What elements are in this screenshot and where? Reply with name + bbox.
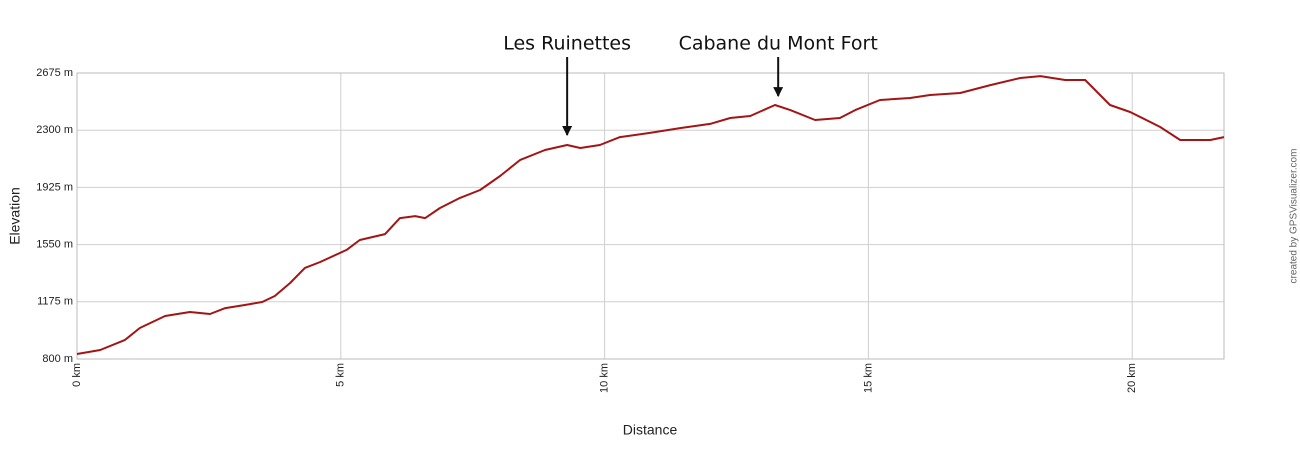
- y-tick-label: 2675 m: [36, 67, 73, 79]
- x-tick-label: 0 km: [71, 363, 83, 387]
- x-tick-label: 20 km: [1126, 363, 1138, 393]
- y-tick-label: 1550 m: [36, 239, 73, 251]
- y-tick-label: 1925 m: [36, 181, 73, 193]
- elevation-line: [76, 75, 1225, 355]
- x-axis-title: Distance: [623, 422, 678, 438]
- y-tick-label: 2300 m: [36, 124, 73, 136]
- y-tick-label: 1175 m: [37, 296, 73, 308]
- x-tick-label: 10 km: [599, 363, 611, 393]
- y-axis-title: Elevation: [7, 187, 23, 245]
- annotation-label: Les Ruinettes: [503, 33, 631, 55]
- x-tick-label: 5 km: [335, 363, 347, 387]
- credit: created by GPSVisualizer.com: [1289, 149, 1300, 284]
- annotation-label: Cabane du Mont Fort: [679, 33, 878, 55]
- x-tick-label: 15 km: [862, 363, 874, 393]
- y-tick-label: 800 m: [42, 353, 73, 365]
- plot-frame: [76, 72, 1225, 360]
